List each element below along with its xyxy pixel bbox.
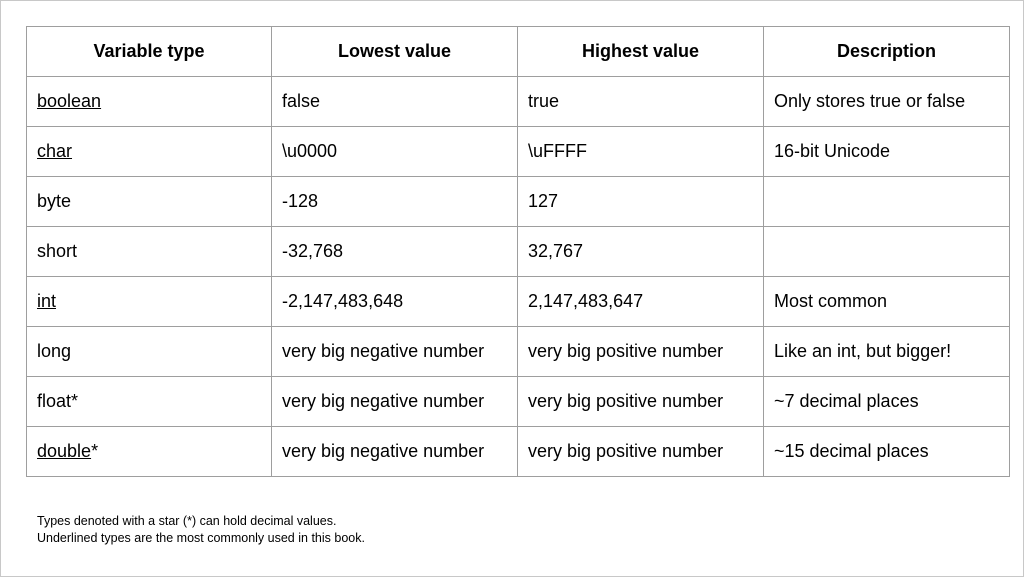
- cell-highest-value: very big positive number: [517, 376, 764, 427]
- type-name: byte: [37, 191, 72, 211]
- cell-description: [763, 176, 1010, 227]
- cell-highest-value: very big positive number: [517, 426, 764, 477]
- cell-lowest-value: -128: [271, 176, 518, 227]
- footnote-underline: Underlined types are the most commonly u…: [37, 531, 365, 545]
- table-row: float* very big negative number very big p…: [26, 376, 1010, 427]
- type-name: boolean: [37, 91, 102, 111]
- table-row: int -2,147,483,648 2,147,483,647 Most commo…: [26, 276, 1010, 327]
- cell-description: Like an int, but bigger!: [763, 326, 1010, 377]
- table-row: boolean false true Only stores true or fals…: [26, 76, 1010, 127]
- type-name: char: [37, 141, 73, 161]
- type-name: short: [37, 241, 78, 261]
- type-name: long: [37, 341, 72, 361]
- header-highest-value: Highest value: [517, 26, 764, 77]
- cell-highest-value: very big positive number: [517, 326, 764, 377]
- cell-lowest-value: -32,768: [271, 226, 518, 277]
- cell-description: ~7 decimal places: [763, 376, 1010, 427]
- cell-variable-type: long: [26, 326, 272, 377]
- header-description: Description: [763, 26, 1010, 77]
- cell-variable-type: char: [26, 126, 272, 177]
- table-row: byte -128 127: [26, 176, 1010, 227]
- cell-description: Most common: [763, 276, 1010, 327]
- table-header-row: Variable type Lowest value Highest value…: [26, 26, 1010, 77]
- cell-variable-type: float*: [26, 376, 272, 427]
- cell-description: Only stores true or false: [763, 76, 1010, 127]
- type-name: double: [37, 441, 92, 461]
- footnote-star: Types denoted with a star (*) can hold d…: [37, 514, 337, 528]
- cell-lowest-value: false: [271, 76, 518, 127]
- cell-description: [763, 226, 1010, 277]
- cell-variable-type: byte: [26, 176, 272, 227]
- variable-types-table: Variable type Lowest value Highest value…: [26, 26, 1010, 477]
- type-star-suffix: *: [91, 441, 99, 461]
- cell-description: 16-bit Unicode: [763, 126, 1010, 177]
- footnotes: Types denoted with a star (*) can hold d…: [37, 513, 365, 547]
- cell-highest-value: 2,147,483,647: [517, 276, 764, 327]
- table-row: char \u0000 \uFFFF 16-bit Unicode: [26, 126, 1010, 177]
- cell-highest-value: 127: [517, 176, 764, 227]
- table-row: long very big negative number very big pos…: [26, 326, 1010, 377]
- cell-lowest-value: very big negative number: [271, 326, 518, 377]
- type-name: float: [37, 391, 72, 411]
- table-row: double* very big negative number very big …: [26, 426, 1010, 477]
- cell-variable-type: boolean: [26, 76, 272, 127]
- cell-variable-type: short: [26, 226, 272, 277]
- header-lowest-value: Lowest value: [271, 26, 518, 77]
- table-row: short -32,768 32,767: [26, 226, 1010, 277]
- cell-lowest-value: \u0000: [271, 126, 518, 177]
- cell-variable-type: double*: [26, 426, 272, 477]
- cell-description: ~15 decimal places: [763, 426, 1010, 477]
- cell-highest-value: \uFFFF: [517, 126, 764, 177]
- cell-variable-type: int: [26, 276, 272, 327]
- type-star-suffix: *: [71, 391, 79, 411]
- cell-lowest-value: very big negative number: [271, 376, 518, 427]
- cell-highest-value: true: [517, 76, 764, 127]
- type-name: int: [37, 291, 57, 311]
- cell-lowest-value: very big negative number: [271, 426, 518, 477]
- header-variable-type: Variable type: [26, 26, 272, 77]
- cell-lowest-value: -2,147,483,648: [271, 276, 518, 327]
- cell-highest-value: 32,767: [517, 226, 764, 277]
